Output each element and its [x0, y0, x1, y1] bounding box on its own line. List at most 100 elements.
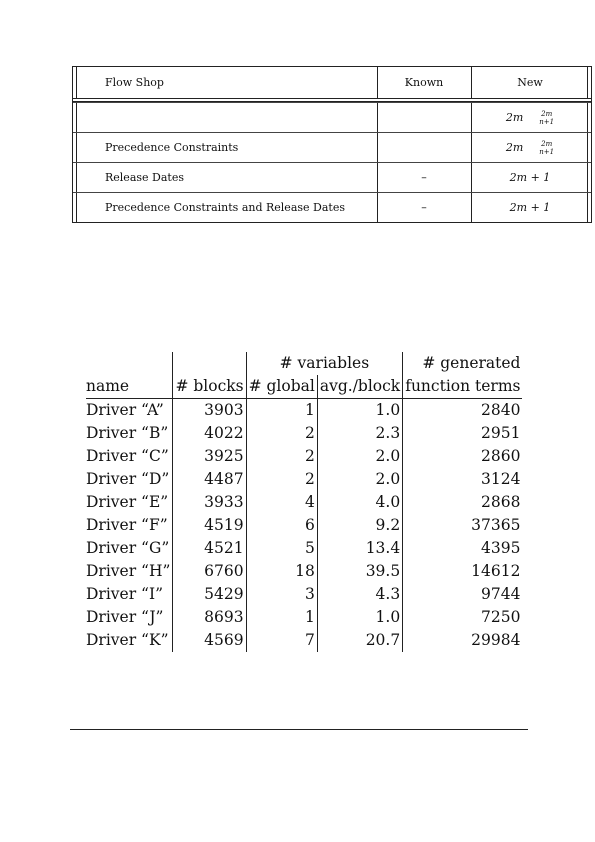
cell-name: Driver “K” — [86, 631, 169, 649]
table-row: Driver “J” 8693 1 1.0 7250 — [86, 606, 523, 629]
cell-name: Driver “C” — [86, 447, 169, 465]
row-known: – — [421, 201, 427, 214]
generated-group-header: # generated — [402, 352, 523, 375]
cell-global: 6 — [245, 514, 318, 537]
row-label: Precedence Constraints and Release Dates — [105, 201, 345, 214]
header-avg-block: avg./block — [316, 375, 403, 399]
cell-name: Driver “J” — [86, 608, 164, 626]
cell-avg: 4.0 — [316, 491, 403, 514]
variables-group-header: # variables — [245, 352, 403, 375]
new-main: 2m + 1 — [509, 201, 551, 214]
cell-blocks: 4569 — [172, 629, 247, 652]
cell-avg: 4.3 — [316, 583, 403, 606]
table-row: Driver “C” 3925 2 2.0 2860 — [86, 445, 523, 468]
cell-terms: 2840 — [402, 398, 523, 422]
cell-name: Driver “G” — [86, 539, 170, 557]
cell-global: 1 — [245, 398, 318, 422]
flow-shop-body: 2m 2m n+1 Precedence Constraints 2m 2m n… — [72, 101, 592, 223]
cell-avg: 2.0 — [316, 445, 403, 468]
table-row: Driver “G” 4521 5 13.4 4395 — [86, 537, 523, 560]
table-row: Driver “H” 6760 18 39.5 14612 — [86, 560, 523, 583]
header-blocks: # blocks — [172, 375, 247, 399]
table-row: Driver “I” 5429 3 4.3 9744 — [86, 583, 523, 606]
row-known — [377, 133, 471, 162]
cell-terms: 14612 — [402, 560, 523, 583]
cell-name: Driver “E” — [86, 493, 169, 511]
fraction-denominator: n+1 — [539, 147, 555, 156]
header-global: # global — [245, 375, 318, 399]
cell-name: Driver “I” — [86, 585, 164, 603]
table-row: Driver “B” 4022 2 2.3 2951 — [86, 422, 523, 445]
table-row: Driver “D” 4487 2 2.0 3124 — [86, 468, 523, 491]
new-main: 2m + 1 — [509, 171, 551, 184]
cell-terms: 2860 — [402, 445, 523, 468]
cell-terms: 9744 — [402, 583, 523, 606]
cell-name: Driver “A” — [86, 401, 164, 419]
flow-shop-table: Flow Shop Known New 2m 2m n+1 Precedence… — [72, 66, 592, 223]
cell-blocks: 3933 — [172, 491, 247, 514]
cell-blocks: 4519 — [172, 514, 247, 537]
flow-shop-row: Release Dates – 2m + 1 — [73, 162, 591, 192]
cell-global: 2 — [245, 422, 318, 445]
cell-blocks: 8693 — [172, 606, 247, 629]
group-header-row: # variables # generated — [86, 352, 523, 375]
new-main: 2m — [505, 111, 524, 124]
flow-shop-row: 2m 2m n+1 — [73, 102, 591, 132]
cell-name: Driver “D” — [86, 470, 170, 488]
table-row: Driver “K” 4569 7 20.7 29984 — [86, 629, 523, 652]
cell-terms: 2951 — [402, 422, 523, 445]
table-row: Driver “F” 4519 6 9.2 37365 — [86, 514, 523, 537]
header-name: name — [86, 375, 173, 399]
cell-terms: 37365 — [402, 514, 523, 537]
row-known: – — [421, 171, 427, 184]
row-new: 2m 2m n+1 — [471, 133, 589, 162]
table-row: Driver “E” 3933 4 4.0 2868 — [86, 491, 523, 514]
fraction-numerator: 2m — [541, 109, 553, 118]
cell-terms: 7250 — [402, 606, 523, 629]
cell-blocks: 3925 — [172, 445, 247, 468]
row-new: 2m 2m n+1 — [471, 103, 589, 132]
driver-table: # variables # generated name # blocks # … — [86, 352, 523, 652]
table-row: Driver “A” 3903 1 1.0 2840 — [86, 398, 523, 422]
fraction-denominator: n+1 — [539, 117, 555, 126]
cell-blocks: 4487 — [172, 468, 247, 491]
new-main: 2m — [505, 141, 524, 154]
cell-global: 1 — [245, 606, 318, 629]
cell-blocks: 4022 — [172, 422, 247, 445]
cell-avg: 9.2 — [316, 514, 403, 537]
cell-avg: 2.3 — [316, 422, 403, 445]
cell-name: Driver “H” — [86, 562, 171, 580]
cell-avg: 39.5 — [316, 560, 403, 583]
flow-shop-row: Precedence Constraints and Release Dates… — [73, 192, 591, 222]
cell-avg: 1.0 — [316, 606, 403, 629]
flow-shop-header-row: Flow Shop Known New — [72, 66, 592, 98]
header-function-terms: function terms — [402, 375, 523, 399]
fraction-numerator: 2m — [541, 139, 553, 148]
cell-terms: 2868 — [402, 491, 523, 514]
new-fraction: 2m n+1 — [539, 110, 554, 126]
cell-terms: 4395 — [402, 537, 523, 560]
cell-blocks: 3903 — [172, 398, 247, 422]
row-label: Release Dates — [105, 171, 184, 184]
cell-blocks: 4521 — [172, 537, 247, 560]
cell-avg: 1.0 — [316, 398, 403, 422]
row-new: 2m + 1 — [471, 163, 589, 192]
header-new: New — [517, 76, 543, 89]
row-new: 2m + 1 — [471, 193, 589, 222]
cell-terms: 3124 — [402, 468, 523, 491]
header-flow-shop: Flow Shop — [105, 76, 164, 89]
new-fraction: 2m n+1 — [539, 140, 554, 156]
cell-blocks: 5429 — [172, 583, 247, 606]
cell-global: 4 — [245, 491, 318, 514]
cell-global: 2 — [245, 468, 318, 491]
row-known — [377, 103, 471, 132]
cell-global: 18 — [245, 560, 318, 583]
cell-global: 2 — [245, 445, 318, 468]
cell-name: Driver “B” — [86, 424, 169, 442]
cell-global: 3 — [245, 583, 318, 606]
cell-global: 7 — [245, 629, 318, 652]
flow-shop-row: Precedence Constraints 2m 2m n+1 — [73, 132, 591, 162]
cell-terms: 29984 — [402, 629, 523, 652]
column-header-row: name # blocks # global avg./block functi… — [86, 375, 523, 399]
header-known: Known — [404, 76, 444, 89]
